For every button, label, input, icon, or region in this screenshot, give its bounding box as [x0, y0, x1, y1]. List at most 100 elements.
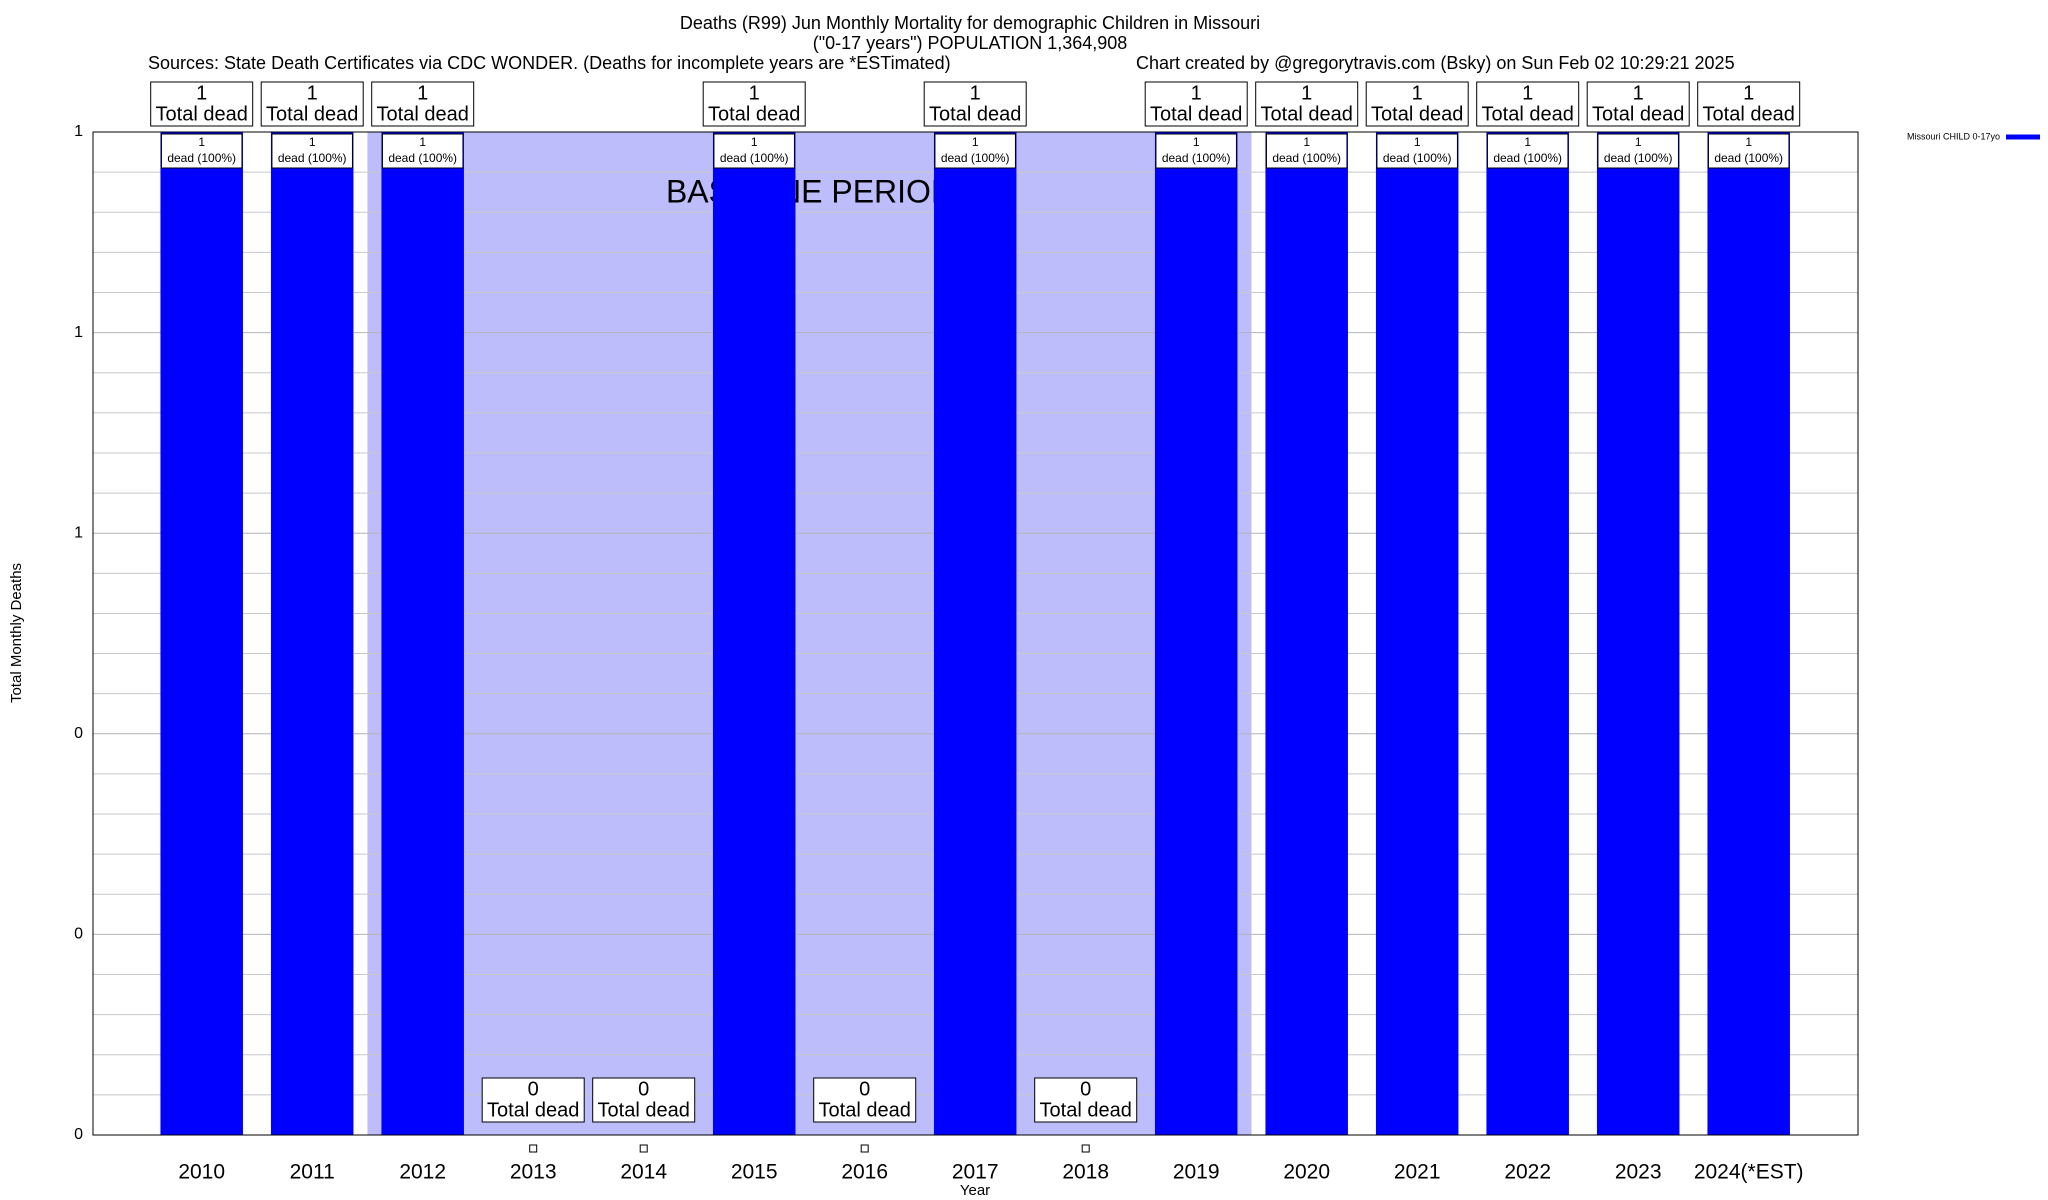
value-label-caption: Total dead	[1040, 1099, 1132, 1121]
bar	[381, 132, 464, 1135]
value-label: 0	[528, 1078, 539, 1100]
value-label: 0	[1080, 1078, 1091, 1100]
x-tick-label: 2016	[841, 1161, 888, 1184]
value-label-caption: Total dead	[1703, 103, 1795, 125]
inner-label-value: 1	[751, 135, 758, 149]
inner-label-box	[1707, 133, 1790, 169]
value-label-caption: Total dead	[708, 103, 800, 125]
value-label-caption: Total dead	[929, 103, 1021, 125]
inner-label-value: 1	[1193, 135, 1200, 149]
bar	[933, 132, 1017, 1135]
value-label: 1	[970, 82, 981, 104]
x-tick-label: 2011	[290, 1161, 335, 1184]
bar	[1375, 132, 1459, 1135]
y-tick-label: 0	[74, 725, 83, 742]
value-label-box	[1034, 1077, 1138, 1123]
value-label-box	[1586, 81, 1690, 127]
inner-label: dead (100%)	[1162, 151, 1231, 165]
value-label-box	[923, 81, 1027, 127]
inner-label-box	[160, 133, 243, 169]
bar	[1265, 132, 1348, 1135]
inner-label-value: 1	[309, 135, 316, 149]
inner-label-value: 1	[1635, 135, 1642, 149]
bar	[1707, 132, 1790, 1135]
value-label-box	[150, 81, 254, 127]
bar	[160, 132, 243, 1135]
inner-label-box	[934, 133, 1016, 169]
value-label: 1	[1301, 82, 1312, 104]
value-label-box	[1144, 81, 1248, 127]
value-label: 1	[1743, 82, 1754, 104]
bar	[1486, 132, 1569, 1135]
x-tick-label: 2015	[731, 1161, 778, 1184]
value-label: 1	[307, 82, 318, 104]
inner-label: dead (100%)	[720, 151, 789, 165]
value-label-caption: Total dead	[1482, 103, 1574, 125]
inner-label-value: 1	[1745, 135, 1752, 149]
zero-marker	[639, 1144, 648, 1153]
inner-label: dead (100%)	[278, 151, 347, 165]
bar	[270, 132, 354, 1135]
x-tick-label: 2014	[620, 1161, 667, 1184]
bar	[1154, 132, 1238, 1135]
source-note: Sources: State Death Certificates via CD…	[148, 53, 951, 73]
x-tick-label: 2021	[1394, 1161, 1441, 1184]
baseline-shade	[367, 132, 1252, 1135]
zero-marker	[860, 1144, 869, 1153]
value-label-box	[702, 81, 806, 127]
value-label-caption: Total dead	[1150, 103, 1242, 125]
y-tick-label: 1	[74, 524, 83, 541]
y-tick-label: 0	[74, 926, 83, 943]
value-label-caption: Total dead	[377, 103, 469, 125]
value-label-box	[260, 81, 364, 127]
value-label-caption: Total dead	[487, 1099, 579, 1121]
bar	[712, 132, 796, 1135]
x-tick-label: 2018	[1062, 1161, 1109, 1184]
inner-label: dead (100%)	[1714, 151, 1783, 165]
x-tick-label: 2010	[178, 1161, 225, 1184]
zero-marker	[529, 1144, 538, 1153]
inner-label-value: 1	[198, 135, 205, 149]
inner-label-value: 1	[419, 135, 426, 149]
inner-label-box	[1155, 133, 1237, 169]
inner-label-box	[1486, 133, 1569, 169]
y-axis-label: Total Monthly Deaths	[8, 563, 25, 703]
value-label: 1	[417, 82, 428, 104]
inner-label-box	[1376, 133, 1458, 169]
value-label: 1	[196, 82, 207, 104]
inner-label-box	[381, 133, 464, 169]
credit-note: Chart created by @gregorytravis.com (Bsk…	[1136, 53, 1735, 73]
inner-label-value: 1	[972, 135, 979, 149]
value-label-box	[592, 1077, 696, 1123]
inner-label-value: 1	[1303, 135, 1310, 149]
inner-label: dead (100%)	[1383, 151, 1452, 165]
value-label-caption: Total dead	[1592, 103, 1684, 125]
value-label-caption: Total dead	[1261, 103, 1353, 125]
value-label-box	[813, 1077, 917, 1123]
y-tick-label: 1	[74, 123, 83, 140]
value-label-caption: Total dead	[266, 103, 358, 125]
x-tick-label: 2017	[952, 1161, 999, 1184]
baseline-label: BASELINE PERIOD	[666, 173, 954, 209]
value-label: 1	[1633, 82, 1644, 104]
inner-label: dead (100%)	[1493, 151, 1562, 165]
y-tick-label: 0	[74, 1126, 83, 1143]
inner-label: dead (100%)	[941, 151, 1010, 165]
value-label: 1	[1412, 82, 1423, 104]
x-tick-label: 2024(*EST)	[1694, 1161, 1804, 1184]
plot-frame	[92, 131, 1859, 1136]
x-tick-label: 2022	[1504, 1161, 1551, 1184]
x-tick-label: 2020	[1283, 1161, 1330, 1184]
value-label-box	[371, 81, 475, 127]
value-label: 1	[749, 82, 760, 104]
inner-label: dead (100%)	[388, 151, 457, 165]
inner-label-box	[1597, 133, 1679, 169]
value-label-caption: Total dead	[598, 1099, 690, 1121]
inner-label-box	[271, 133, 353, 169]
value-label: 0	[638, 1078, 649, 1100]
legend-label: Missouri CHILD 0-17yo	[1907, 131, 2000, 141]
inner-label-box	[713, 133, 795, 169]
x-axis-label: Year	[960, 1182, 990, 1199]
x-tick-label: 2013	[510, 1161, 557, 1184]
